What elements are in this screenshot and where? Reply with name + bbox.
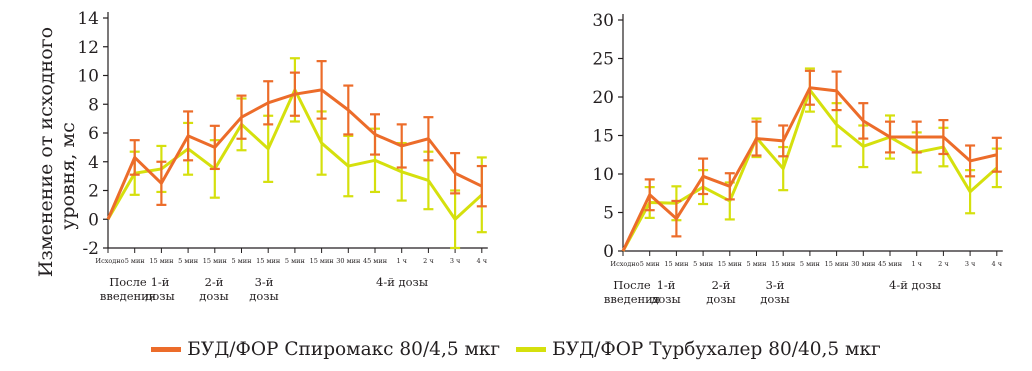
y-tick-label: 15: [592, 127, 614, 147]
x-tick-label: 5 мин: [232, 257, 252, 265]
x-tick-label: 1 ч: [911, 260, 922, 268]
x-group-label: дозы: [199, 289, 228, 303]
x-tick-label: 3 ч: [965, 260, 976, 268]
y-tick-label: 2: [88, 182, 99, 202]
legend-swatch-spiromax: [151, 346, 182, 352]
series-line-turbuhaler: [621, 88, 998, 252]
x-tick-label: 5 мин: [693, 260, 713, 268]
legend-label-spiromax: БУД/ФОР Спиромакс 80/4,5 мкг: [187, 338, 501, 360]
x-group-label: дозы: [249, 289, 278, 303]
x-group-label: 1-й: [151, 275, 170, 289]
x-tick-label: 5 мин: [640, 260, 660, 268]
x-tick-label: 5 мин: [800, 260, 820, 268]
y-tick-label: 6: [88, 124, 99, 144]
x-tick-label: 15 мин: [825, 260, 849, 268]
y-tick-label: 20: [592, 88, 614, 108]
x-tick-label: 15 мин: [664, 260, 688, 268]
x-tick-label: 5 мин: [178, 257, 198, 265]
x-tick-label: 15 мин: [203, 257, 227, 265]
x-tick-label: 2 ч: [423, 257, 434, 265]
x-tick-label: 45 мин: [363, 257, 387, 265]
legend-item-spiromax: БУД/ФОР Спиромакс 80/4,5 мкг: [151, 339, 500, 360]
x-tick-label: 3 ч: [450, 257, 461, 265]
x-group-label: дозы: [651, 292, 680, 306]
x-tick-label: 5 мин: [285, 257, 305, 265]
y-tick-label: 4: [88, 153, 99, 173]
x-tick-label: 45 мин: [878, 260, 902, 268]
legend-item-turbuhaler: БУД/ФОР Турбухалер 80/40,5 мкг: [516, 339, 881, 360]
x-group-label: дозы: [706, 292, 735, 306]
legend-swatch-turbuhaler: [516, 346, 547, 352]
y-axis-label-line-1: Изменение от исходного: [35, 26, 57, 278]
y-tick-label: 0: [88, 210, 99, 230]
x-group-label: После: [109, 275, 147, 289]
y-tick-label: 30: [592, 11, 614, 31]
x-tick-label: 2 ч: [938, 260, 949, 268]
x-tick-label: 30 мин: [851, 260, 875, 268]
x-group-label: 3-й: [766, 278, 785, 292]
x-group-label: 3-й: [255, 275, 274, 289]
x-group-label: 4-й дозы: [889, 278, 941, 292]
x-tick-label: 15 мин: [718, 260, 742, 268]
x-group-label: 1-й: [657, 278, 676, 292]
y-tick-label: 10: [77, 67, 99, 87]
x-tick-label: 15 мин: [149, 257, 173, 265]
legend: БУД/ФОР Спиромакс 80/4,5 мкг БУД/ФОР Тур…: [0, 334, 1032, 364]
x-tick-label: 1 ч: [396, 257, 407, 265]
x-tick-label: 5 мин: [747, 260, 767, 268]
x-group-label: После: [613, 278, 651, 292]
x-tick-label: Исходно: [95, 257, 124, 265]
y-tick-label: 8: [88, 95, 99, 115]
x-tick-label: 5 мин: [125, 257, 145, 265]
x-group-label: дозы: [760, 292, 789, 306]
x-tick-label: Исходно: [610, 260, 639, 268]
x-group-label: введения: [604, 292, 660, 306]
x-tick-label: 15 мин: [310, 257, 334, 265]
series-line-spiromax: [106, 88, 483, 220]
x-group-label: 4-й дозы: [376, 275, 428, 289]
y-tick-label: 10: [592, 165, 614, 185]
legend-label-turbuhaler: БУД/ФОР Турбухалер 80/40,5 мкг: [552, 338, 881, 360]
x-tick-label: 4 ч: [992, 260, 1003, 268]
y-tick-label: 5: [603, 204, 614, 224]
series-line-spiromax: [621, 86, 998, 252]
y-tick-label: 12: [77, 38, 99, 58]
x-group-label: дозы: [145, 289, 174, 303]
y-axis-label-line-2: уровня, мс: [57, 122, 79, 230]
x-group-label: 2-й: [205, 275, 224, 289]
y-tick-label: 25: [592, 50, 614, 70]
x-tick-label: 15 мин: [256, 257, 280, 265]
left-chart-y-axis-label: Изменение от исходного уровня, мс: [2, 20, 90, 310]
y-tick-label: -2: [82, 239, 99, 259]
x-group-label: введения: [100, 289, 156, 303]
x-group-label: 2-й: [712, 278, 731, 292]
x-tick-label: 30 мин: [336, 257, 360, 265]
y-tick-label: 0: [603, 242, 614, 262]
y-tick-label: 14: [77, 9, 99, 29]
x-tick-label: 4 ч: [477, 257, 488, 265]
x-tick-label: 15 мин: [771, 260, 795, 268]
